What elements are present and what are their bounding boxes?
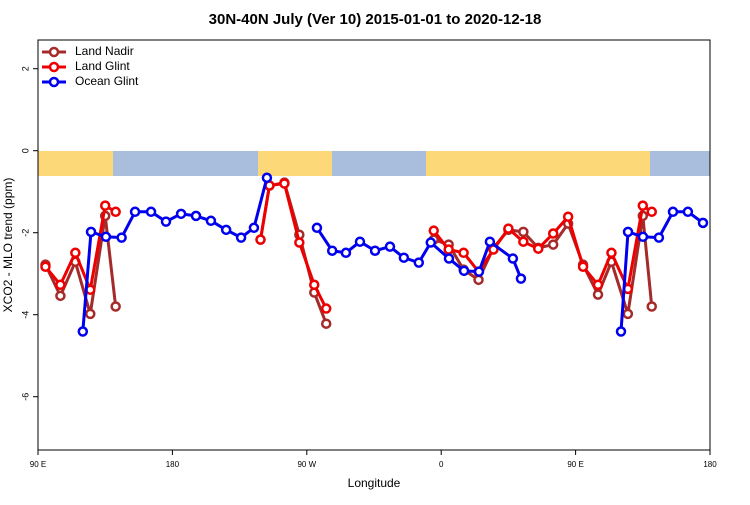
data-point [55, 290, 66, 302]
data-point [248, 222, 260, 234]
x-tick-label: 0 [439, 460, 444, 469]
x-axis-label: Longitude [348, 476, 401, 490]
data-point [562, 211, 574, 222]
legend-marker [48, 61, 60, 73]
data-point [484, 236, 496, 247]
data-point [354, 236, 366, 247]
data-point [160, 216, 172, 227]
data-point [428, 225, 439, 236]
data-point [592, 289, 604, 300]
data-point [425, 237, 436, 248]
data-point [458, 247, 469, 259]
data-point [458, 265, 470, 277]
legend-label: Land Glint [75, 59, 130, 73]
x-tick-label: 90 E [30, 460, 46, 469]
y-tick-label: -2 [20, 229, 30, 237]
data-point [255, 234, 266, 245]
map-strip [38, 151, 710, 176]
data-point [503, 223, 514, 234]
data-point [369, 245, 381, 256]
data-point [85, 308, 96, 320]
data-point [577, 261, 589, 272]
data-point [77, 326, 89, 337]
legend-marker [48, 76, 60, 88]
x-tick-label: 180 [703, 460, 717, 469]
data-point [190, 210, 202, 222]
data-point [311, 222, 323, 234]
data-point [326, 245, 338, 256]
data-point [110, 206, 121, 218]
y-tick-label: 2 [20, 66, 30, 71]
data-point [606, 247, 617, 259]
data-point [547, 228, 559, 239]
data-point [547, 239, 559, 250]
data-point [615, 326, 627, 337]
data-point [622, 226, 634, 238]
data-point [646, 206, 658, 218]
data-point [145, 206, 157, 218]
data-point [682, 206, 694, 218]
data-point [40, 261, 51, 272]
data-point [646, 301, 658, 312]
data-point [309, 279, 320, 291]
data-point [592, 279, 604, 291]
y-tick-label: -4 [20, 311, 30, 319]
data-point [413, 257, 425, 268]
data-point [294, 237, 305, 248]
legend-marker [48, 46, 60, 58]
data-point [205, 215, 217, 227]
data-point [384, 241, 396, 252]
chart-title: 30N-40N July (Ver 10) 2015-01-01 to 2020… [209, 11, 542, 28]
data-point [697, 217, 709, 229]
data-point [220, 224, 232, 236]
y-tick-label: -6 [20, 393, 30, 401]
legend-label: Land Nadir [75, 44, 134, 58]
data-point [99, 200, 111, 211]
data-point [279, 178, 290, 189]
data-point [235, 232, 247, 243]
data-point [637, 231, 649, 243]
data-point [320, 318, 332, 329]
data-point [443, 244, 454, 255]
data-point [55, 279, 66, 291]
land-band [426, 151, 650, 176]
data-point [175, 208, 187, 220]
x-tick-label: 90 E [567, 460, 583, 469]
data-point [320, 303, 332, 314]
data-point [443, 253, 455, 264]
data-point [473, 274, 484, 286]
data-point [637, 200, 649, 211]
data-point [653, 232, 665, 243]
data-point [515, 273, 527, 284]
data-point [533, 243, 544, 254]
data-point [518, 236, 529, 247]
x-tick-label: 180 [166, 460, 180, 469]
data-point [129, 206, 141, 218]
data-point [116, 232, 127, 243]
land-band [258, 151, 332, 176]
data-point [507, 253, 519, 264]
data-point [110, 301, 121, 312]
x-tick-label: 90 W [297, 460, 316, 469]
data-point [622, 308, 634, 320]
data-point [518, 226, 529, 238]
data-point [473, 266, 485, 277]
data-point [340, 247, 352, 259]
land-band [38, 151, 113, 176]
y-axis-label: XCO2 - MLO trend (ppm) [1, 178, 15, 313]
plot-frame [37, 39, 711, 451]
data-point [100, 231, 112, 243]
data-point [667, 206, 679, 218]
data-point [85, 226, 97, 238]
data-point [398, 252, 410, 263]
data-point [70, 247, 81, 259]
legend-label: Ocean Glint [75, 74, 139, 88]
data-point [261, 172, 273, 184]
y-tick-label: 0 [20, 148, 30, 153]
